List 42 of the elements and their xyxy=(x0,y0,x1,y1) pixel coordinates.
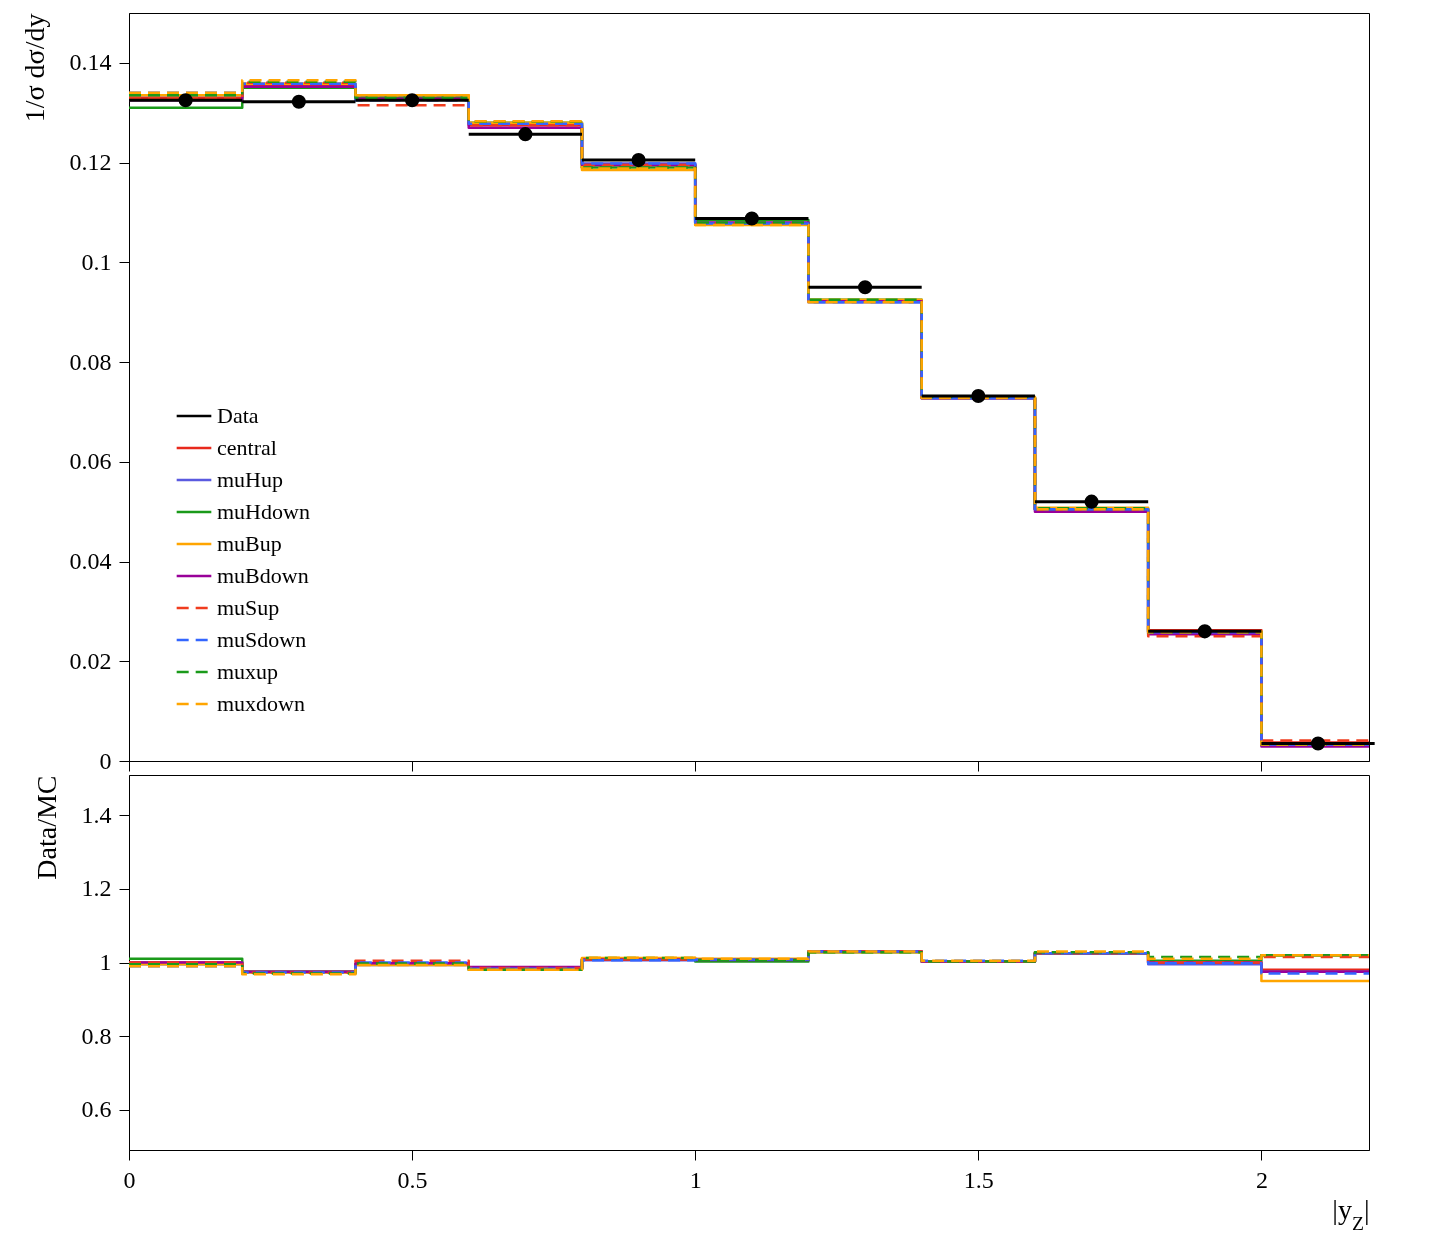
legend-label: muSup xyxy=(217,595,280,620)
x-tick-label: 1.5 xyxy=(963,1166,994,1193)
point xyxy=(518,127,533,142)
y-tick-label: 1.4 xyxy=(81,801,112,828)
y-tick-label: 0.08 xyxy=(69,348,112,375)
x-tick-label: 2 xyxy=(1255,1166,1268,1193)
y-tick-label: 0.04 xyxy=(69,548,112,575)
legend-label: central xyxy=(217,435,277,460)
y-tick-label: 0.14 xyxy=(69,49,112,76)
legend-label: Data xyxy=(217,403,259,428)
point xyxy=(1197,624,1212,639)
point xyxy=(744,211,759,226)
y-axis-title: 1/σ dσ/dy xyxy=(18,13,50,123)
legend-label: muHup xyxy=(217,467,283,492)
legend-label: muSdown xyxy=(217,627,307,652)
legend-label: muBup xyxy=(217,531,282,556)
y-axis-title: Data/MC xyxy=(30,775,62,880)
point xyxy=(858,280,873,295)
point xyxy=(405,93,420,108)
y-tick-label: 0.1 xyxy=(81,248,112,275)
y-tick-label: 0.6 xyxy=(81,1096,112,1123)
y-tick-label: 0.02 xyxy=(69,647,112,674)
y-tick-label: 1 xyxy=(99,949,112,975)
point xyxy=(178,93,193,108)
y-tick-label: 0 xyxy=(99,747,112,774)
y-tick-label: 0.8 xyxy=(81,1022,112,1049)
y-tick-label: 0.06 xyxy=(69,448,112,475)
legend-label: muxdown xyxy=(217,691,305,716)
y-tick-label: 1.2 xyxy=(81,875,112,902)
point xyxy=(1084,494,1099,509)
y-tick-label: 0.12 xyxy=(69,149,112,176)
legend-label: muxup xyxy=(217,659,279,684)
point xyxy=(1310,736,1326,751)
point xyxy=(291,94,306,109)
x-tick-label: 0 xyxy=(123,1166,136,1193)
point xyxy=(971,388,986,404)
x-tick-label: 0.5 xyxy=(397,1166,428,1193)
x-tick-label: 1 xyxy=(689,1166,702,1193)
x-axis-title: |y$_{Z}$| xyxy=(1332,1193,1370,1233)
point xyxy=(631,153,646,168)
legend-label: muHdown xyxy=(217,499,310,524)
legend-label: muBdown xyxy=(217,563,309,588)
